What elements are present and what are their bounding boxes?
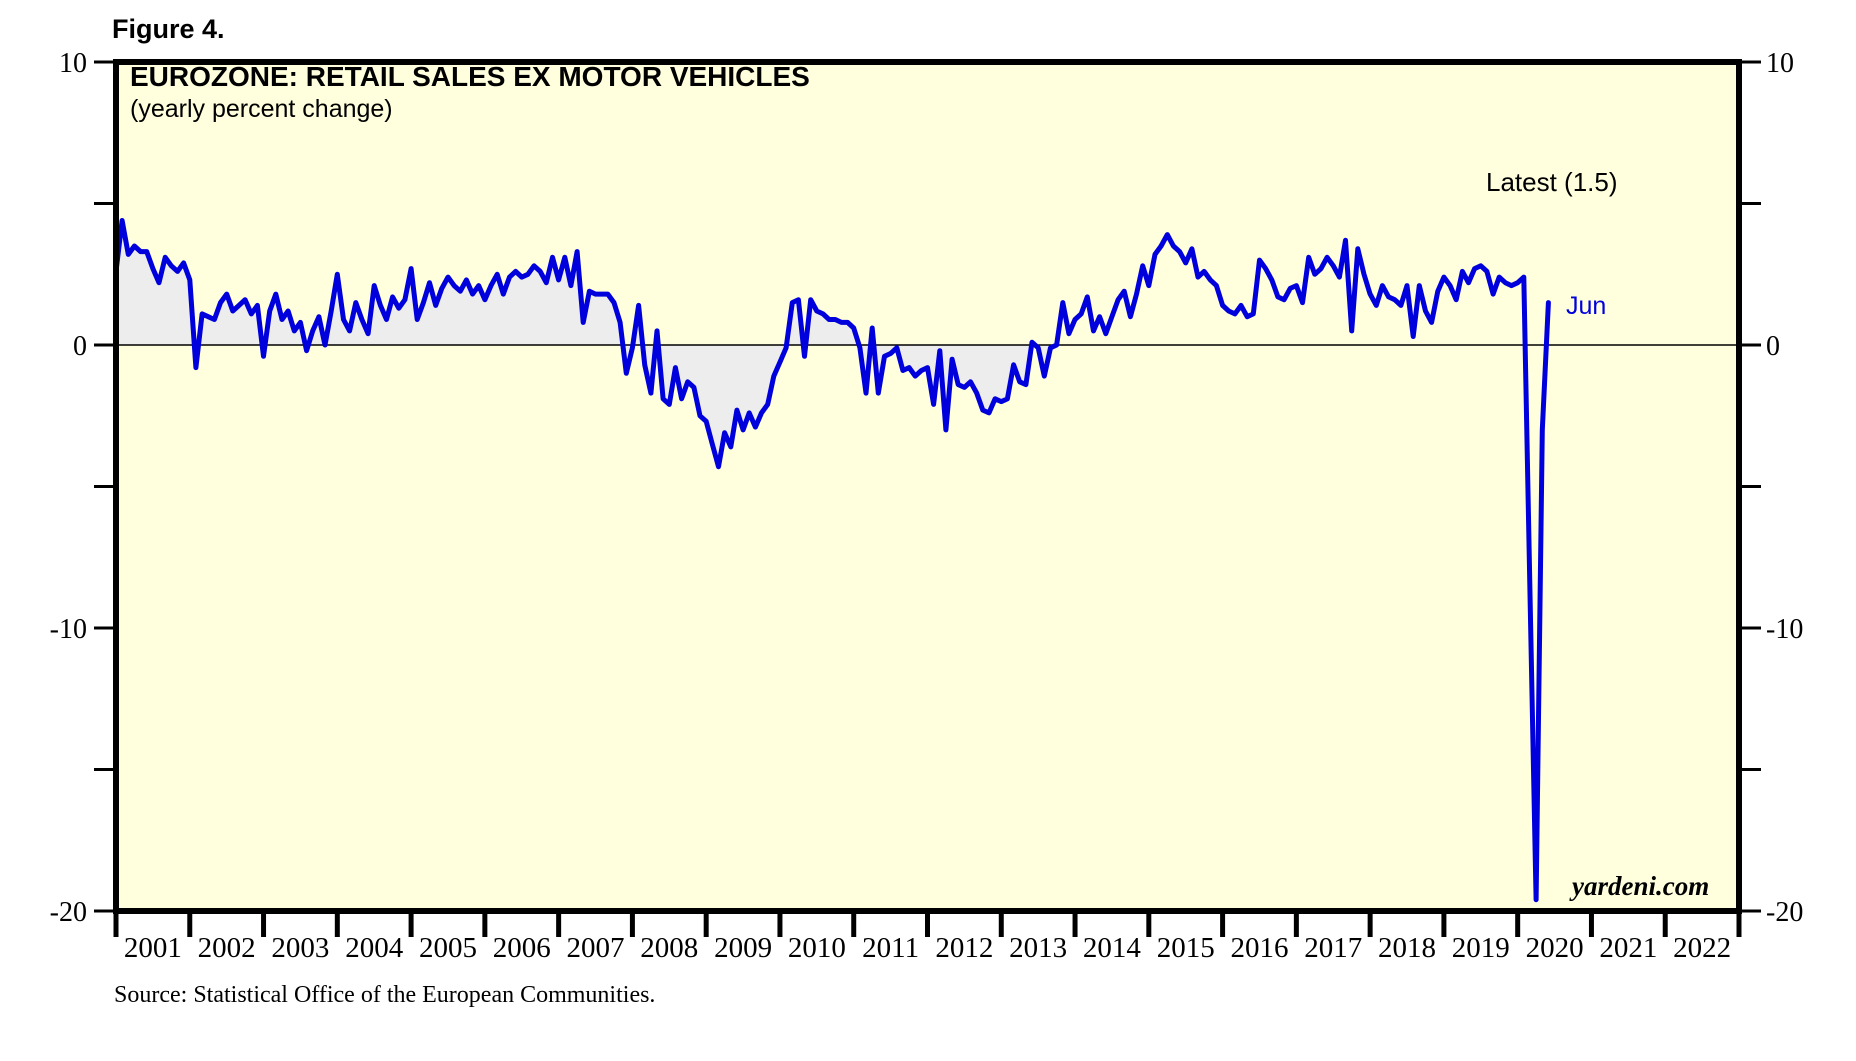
x-axis-year-label: 2014 [1083, 932, 1142, 964]
x-axis-year-label: 2006 [493, 932, 551, 964]
x-axis-year-label: 2002 [198, 932, 256, 964]
y-axis-label-left: -20 [50, 897, 87, 928]
y-axis-label-left: 10 [59, 48, 87, 79]
x-axis-year-label: 2011 [862, 932, 919, 964]
latest-value-annotation: Latest (1.5) [1486, 167, 1618, 197]
x-axis-year-label: 2017 [1304, 932, 1362, 964]
y-axis-label-right: -10 [1766, 614, 1803, 645]
x-axis-year-label: 2021 [1599, 932, 1657, 964]
y-axis-label-right: 10 [1766, 48, 1794, 79]
x-axis-year-label: 2009 [714, 932, 772, 964]
x-axis-year-label: 2020 [1526, 932, 1584, 964]
plot-frame [113, 59, 1742, 914]
x-axis-year-label: 2004 [345, 932, 404, 964]
y-axis-label-right: 0 [1766, 331, 1780, 362]
x-axis-year-label: 2022 [1673, 932, 1731, 964]
yardeni-watermark: yardeni.com [1572, 871, 1710, 901]
y-axis: 10 10 0 0 -10 -10 -20 -20 [50, 48, 1804, 928]
x-axis-year-label: 2005 [419, 932, 477, 964]
y-axis-label-right: -20 [1766, 897, 1803, 928]
x-axis-year-label: 2010 [788, 932, 846, 964]
x-axis-year-label: 2008 [640, 932, 698, 964]
x-axis-year-label: 2012 [935, 932, 993, 964]
x-axis-year-label: 2013 [1009, 932, 1067, 964]
x-axis-year-label: 2015 [1157, 932, 1215, 964]
x-axis-year-label: 2001 [124, 932, 182, 964]
x-axis-year-label: 2018 [1378, 932, 1436, 964]
x-axis-year-label: 2007 [567, 932, 625, 964]
chart-subtitle: (yearly percent change) [130, 95, 393, 123]
figure-label: Figure 4. [112, 14, 225, 44]
x-axis: 2001 2002 2003 2004 2005 2006 2007 2008 2009 2010… [113, 914, 1742, 964]
source-note: Source: Statistical Office of the Europe… [114, 982, 656, 1008]
chart-title: EUROZONE: RETAIL SALES EX MOTOR VEHICLES [130, 61, 810, 92]
x-axis-year-label: 2019 [1452, 932, 1510, 964]
x-axis-year-label: 2003 [271, 932, 329, 964]
baseline-fill-area [116, 220, 1057, 467]
x-axis-year-label: 2016 [1230, 932, 1288, 964]
retail-sales-line [113, 218, 1551, 903]
y-axis-label-left: -10 [50, 614, 87, 645]
last-point-month-label: Jun [1566, 292, 1607, 320]
y-axis-label-left: 0 [73, 331, 87, 362]
plot-background [116, 62, 1739, 911]
